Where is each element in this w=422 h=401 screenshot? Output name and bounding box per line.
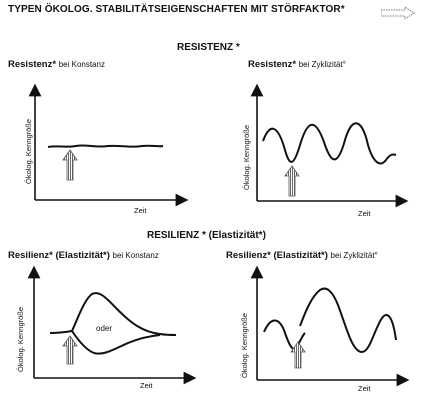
panel3-title-sub: bei Konstanz xyxy=(112,251,159,260)
title-arrow-icon xyxy=(381,7,415,19)
panel3-curve-baseline xyxy=(49,330,73,334)
panel3-axes xyxy=(27,265,197,385)
panel4-title-main: Resilienz* (Elastizität*) xyxy=(226,250,328,261)
panel3-title-main: Resilienz* (Elastizität*) xyxy=(8,250,110,261)
page-title: TYPEN ÖKOLOG. STABILITÄTSEIGENSCHAFTEN M… xyxy=(8,4,345,15)
panel1-title: Resistenz* bei Konstanz xyxy=(8,59,105,70)
disturbance-arrow-icon xyxy=(284,165,300,197)
panel3-curve-up xyxy=(71,292,177,336)
disturbance-arrow-icon xyxy=(62,149,78,181)
panel2-title-sub: bei Zyklizität° xyxy=(298,60,346,69)
panel2-axes xyxy=(250,83,409,208)
panel3-xlabel: Zeit xyxy=(140,381,153,390)
panel1-curve xyxy=(47,144,164,148)
panel4-curve xyxy=(263,287,397,354)
disturbance-arrow-icon xyxy=(290,341,306,369)
section-resilienz: RESILIENZ * (Elastizität*) xyxy=(147,230,266,241)
panel4-title: Resilienz* (Elastizität*) bei Zyklizität… xyxy=(226,250,378,261)
panel2-xlabel: Zeit xyxy=(358,209,371,218)
disturbance-arrow-icon xyxy=(62,335,78,365)
section-resistenz: RESISTENZ * xyxy=(177,42,240,53)
panel1-title-sub: bei Konstanz xyxy=(58,60,105,69)
panel2-title: Resistenz* bei Zyklizität° xyxy=(248,59,346,70)
panel3-curve-down xyxy=(71,330,161,355)
panel3-title: Resilienz* (Elastizität*) bei Konstanz xyxy=(8,250,159,261)
panel3-annotation: oder xyxy=(96,324,113,333)
panel4-axes xyxy=(250,265,410,387)
panel1-axes xyxy=(28,83,189,207)
panel4-xlabel: Zeit xyxy=(358,384,371,393)
panel2-curve xyxy=(262,122,397,165)
panel4-title-sub: bei Zyklizität° xyxy=(330,251,378,260)
panel1-title-main: Resistenz* xyxy=(8,59,57,70)
panel1-xlabel: Zeit xyxy=(134,206,147,215)
panel2-title-main: Resistenz* xyxy=(248,59,297,70)
